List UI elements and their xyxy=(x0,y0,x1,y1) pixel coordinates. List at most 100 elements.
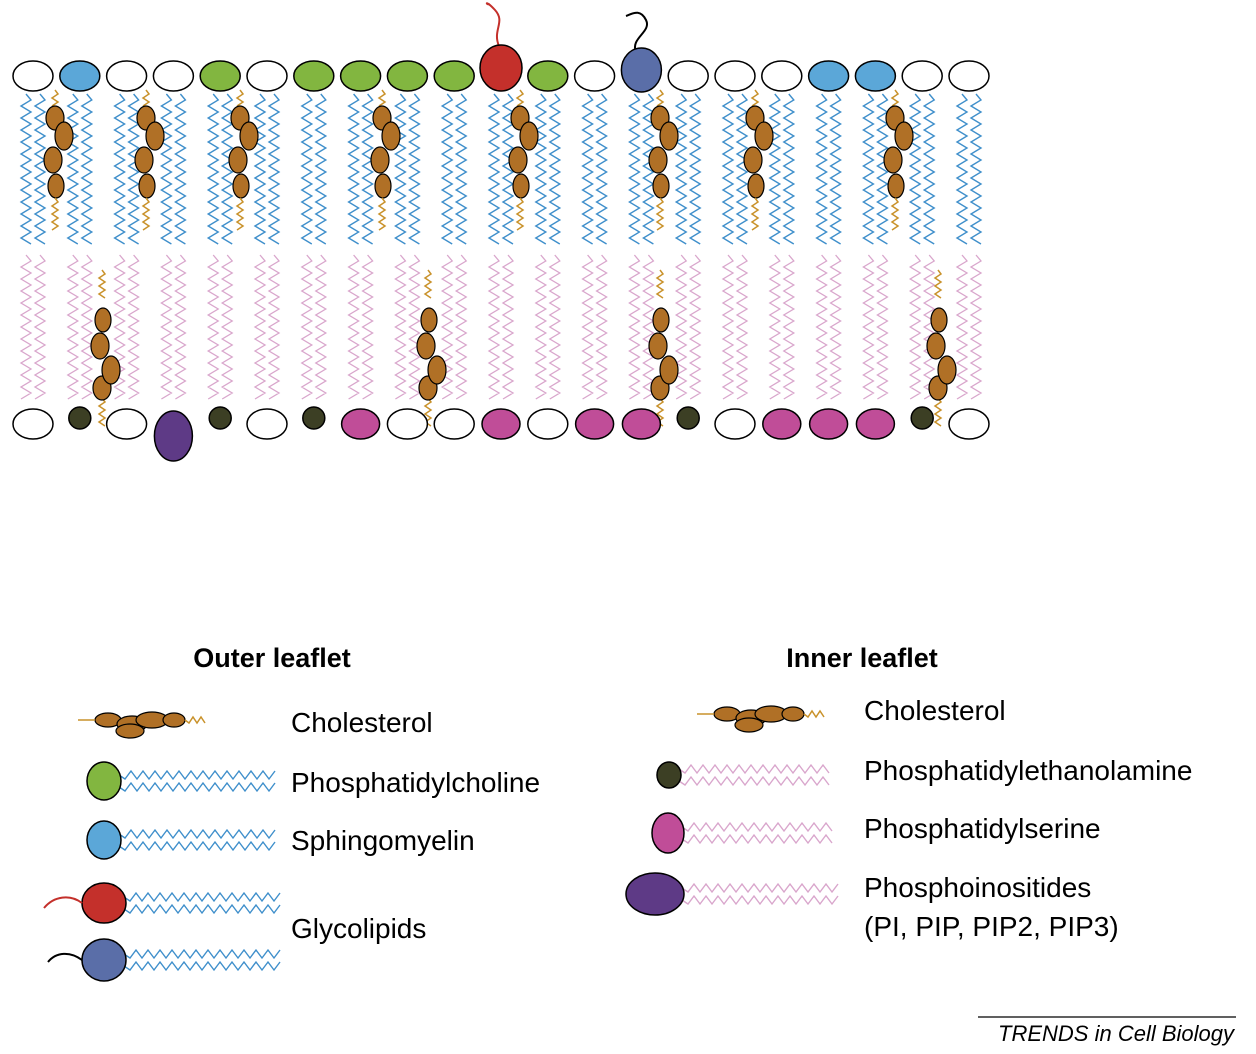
cholesterol-molecule xyxy=(648,269,679,427)
outer-lipid-tail xyxy=(674,93,688,245)
outer-lipid-tail xyxy=(127,93,140,245)
outer-lipid-tail xyxy=(113,93,126,245)
sphingomyelin-icon xyxy=(86,820,276,860)
outer-lipid-tail xyxy=(642,93,655,245)
inner-lipid-tail xyxy=(220,254,234,400)
inner-lipid-tail xyxy=(454,254,468,400)
inner-lipid-tail xyxy=(815,254,828,400)
inner-lipid-tail xyxy=(160,254,173,400)
inner-generic-head xyxy=(12,408,54,440)
inner-lipid-tail xyxy=(267,254,281,400)
outer-generic-head xyxy=(246,60,288,92)
outer-glycolipid-head xyxy=(479,44,523,92)
outer-generic-head xyxy=(948,60,990,92)
outer-cholesterol-label: Cholesterol xyxy=(291,707,433,738)
outer-phosphatidylcholine-head xyxy=(433,60,475,92)
outer-lipid-tail xyxy=(876,93,889,245)
inner-cholesterol-icon xyxy=(697,705,825,733)
phosphatidylethanolamine-label: Phosphatidylethanolamine xyxy=(864,755,1192,786)
inner-lipid-tail xyxy=(534,254,548,400)
outer-phosphatidylcholine-head xyxy=(527,60,569,92)
phosphatidylserine-label: Phosphatidylserine xyxy=(864,813,1101,844)
inner-phosphatidylethanolamine-head xyxy=(910,406,934,430)
inner-generic-head xyxy=(714,408,756,440)
inner-lipid-tail xyxy=(862,254,875,400)
outer-lipid-tail xyxy=(815,93,828,245)
inner-lipid-tail xyxy=(253,254,267,400)
inner-lipid-tail xyxy=(501,254,515,400)
glycolipid-red-icon xyxy=(43,882,281,924)
outer-lipid-tail xyxy=(174,93,187,245)
cholesterol-molecule xyxy=(648,89,679,231)
outer-lipid-tail xyxy=(408,93,421,245)
outer-generic-head xyxy=(761,60,803,92)
outer-lipid-tail xyxy=(862,93,875,245)
inner-phosphatidylserine-head xyxy=(762,408,802,440)
legend-icons xyxy=(43,705,839,982)
glycolipid-sugar-chain xyxy=(625,11,649,53)
inner-lipid-tail xyxy=(347,254,360,400)
inner-lipid-tail xyxy=(66,254,80,400)
outer-lipid-tail xyxy=(220,93,234,245)
outer-lipid-tail xyxy=(19,93,33,245)
outer-lipid-tail xyxy=(267,93,281,245)
inner-generic-head xyxy=(386,408,429,440)
outer-lipid-tail xyxy=(300,93,314,245)
inner-phosphatidylethanolamine-head xyxy=(676,406,700,430)
outer-lipid-tail xyxy=(548,93,562,245)
inner-phosphatidylethanolamine-head xyxy=(208,406,232,430)
outer-generic-head xyxy=(667,60,709,92)
outer-lipid-tail xyxy=(80,93,94,245)
phosphatidylcholine-label: Phosphatidylcholine xyxy=(291,767,540,798)
outer-lipid-tail xyxy=(33,93,47,245)
outer-generic-head xyxy=(152,60,195,92)
inner-phosphatidylserine-head xyxy=(574,408,615,440)
inner-lipid-tail xyxy=(80,254,94,400)
outer-lipid-tail xyxy=(782,93,796,245)
cholesterol-molecule xyxy=(228,89,259,231)
outer-phosphatidylcholine-head xyxy=(293,60,335,92)
phosphatidylcholine-icon xyxy=(86,761,276,801)
inner-lipid-tail xyxy=(955,254,969,400)
outer-lipid-tail xyxy=(534,93,548,245)
cholesterol-molecule xyxy=(90,269,121,427)
cholesterol-molecule xyxy=(416,269,447,427)
inner-generic-head xyxy=(948,408,990,440)
outer-lipid-tail xyxy=(735,93,749,245)
inner-lipid-tail xyxy=(768,254,782,400)
inner-lipid-tail xyxy=(361,254,374,400)
inner-generic-head xyxy=(105,408,148,440)
outer-lipid-tail xyxy=(361,93,374,245)
inner-lipid-tail xyxy=(300,254,314,400)
outer-leaflet-tails xyxy=(19,93,983,245)
outer-lipid-tail xyxy=(955,93,969,245)
inner-phosphatidylethanolamine-head xyxy=(68,406,92,430)
outer-generic-head xyxy=(12,60,54,92)
inner-phosphatidylserine-head xyxy=(808,408,849,440)
inner-phosphoinositide-head xyxy=(153,410,194,462)
inner-generic-head xyxy=(527,408,569,440)
outer-lipid-tail xyxy=(595,93,608,245)
inner-lipid-tail xyxy=(829,254,842,400)
phosphoinositides-label: Phosphoinositides xyxy=(864,872,1091,903)
outer-lipid-tail xyxy=(314,93,328,245)
phosphatidylserine-icon xyxy=(651,812,833,854)
inner-lipid-tail xyxy=(581,254,594,400)
outer-lipid-tail xyxy=(253,93,267,245)
phosphoinositides-subtypes-label: (PI, PIP, PIP2, PIP3) xyxy=(864,911,1119,942)
inner-leaflet-heads xyxy=(12,406,990,462)
outer-generic-head xyxy=(573,60,616,92)
inner-generic-head xyxy=(433,408,475,440)
membrane-cholesterol xyxy=(43,89,957,427)
outer-lipid-tail xyxy=(394,93,407,245)
journal-credit: TRENDS in Cell Biology xyxy=(998,1021,1236,1046)
cholesterol-molecule xyxy=(43,89,74,231)
cholesterol-molecule xyxy=(370,89,401,231)
outer-glycolipid-head xyxy=(620,47,663,93)
outer-lipid-tail xyxy=(501,93,515,245)
outer-lipid-tail xyxy=(454,93,468,245)
inner-lipid-tail xyxy=(19,254,33,400)
outer-lipid-tail xyxy=(347,93,360,245)
inner-lipid-tail xyxy=(394,254,407,400)
inner-lipid-tail xyxy=(33,254,47,400)
